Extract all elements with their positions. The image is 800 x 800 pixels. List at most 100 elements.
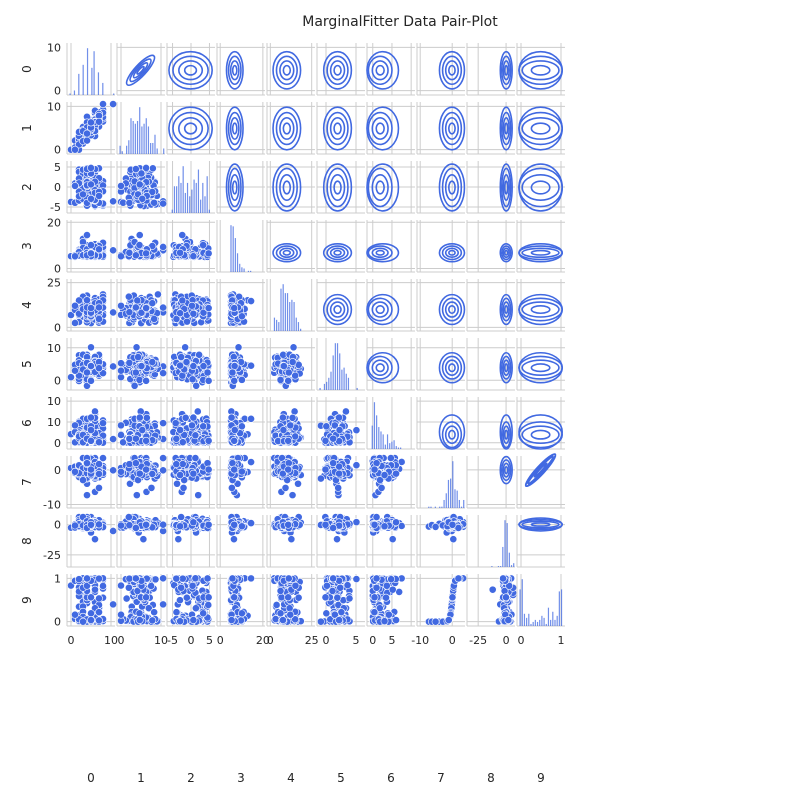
kde-contour	[375, 249, 385, 256]
scatter-point	[134, 353, 143, 361]
kde-contour	[229, 174, 240, 201]
scatter-point	[142, 465, 151, 474]
kde-contour	[500, 167, 512, 208]
scatter-point	[131, 251, 140, 260]
kde-contour	[136, 65, 145, 75]
scatter-point	[67, 373, 75, 382]
kde-contour	[178, 60, 204, 81]
scatter-point	[238, 375, 246, 384]
panel-4-4	[266, 279, 315, 332]
scatter-point	[109, 435, 117, 443]
panel-6-2	[166, 397, 215, 450]
panel-4-6	[366, 279, 415, 332]
kde-contour	[375, 180, 385, 195]
panel-6-1	[116, 397, 167, 450]
kde-contour	[371, 60, 389, 81]
histogram-bar	[391, 441, 393, 449]
histogram-bar	[389, 443, 391, 449]
histogram-bar	[428, 506, 430, 508]
panel-0-9	[516, 43, 565, 96]
panel-0-3	[216, 43, 265, 96]
panel-6-3	[216, 397, 265, 450]
kde-contour	[282, 249, 292, 256]
histogram-bar	[289, 302, 291, 331]
kde-contour	[333, 122, 342, 135]
scatter-point	[159, 419, 167, 428]
scatter-point	[281, 483, 290, 492]
histogram-bar	[276, 319, 278, 331]
kde-contour	[521, 359, 560, 377]
panel-2-4	[266, 161, 315, 214]
panel-3-6	[366, 220, 415, 273]
panel-7-4	[266, 454, 315, 509]
histogram-bar	[347, 377, 350, 390]
panel-2-9	[516, 161, 565, 214]
panel-4-1	[116, 279, 167, 332]
kde-contour	[172, 111, 209, 146]
scatter-point	[159, 199, 167, 208]
kde-contour	[329, 247, 346, 259]
panel-7-7	[416, 456, 465, 509]
histogram-bar	[395, 446, 397, 449]
kde-contour	[448, 122, 456, 135]
scatter-point	[230, 304, 239, 312]
scatter-point	[71, 319, 79, 327]
panel-7-8	[466, 455, 515, 509]
kde-contour	[448, 180, 456, 195]
scatter-point	[204, 249, 213, 258]
scatter-point	[117, 252, 125, 261]
panel-3-4	[266, 220, 315, 273]
scatter-point	[276, 375, 285, 384]
histogram-bar	[97, 72, 100, 95]
histogram-bar	[73, 90, 76, 95]
histogram-bar	[141, 126, 143, 154]
scatter-point	[230, 436, 239, 445]
kde-contour	[229, 117, 240, 140]
scatter-point	[189, 252, 198, 261]
scatter-point	[87, 241, 95, 249]
kde-contour	[333, 249, 342, 256]
histogram-bar	[382, 434, 384, 449]
kde-contour	[499, 106, 513, 151]
histogram-bar	[200, 199, 202, 213]
scatter-point	[322, 422, 331, 431]
histogram-bar	[69, 93, 71, 95]
y-tick-label: 20	[47, 216, 61, 229]
scatter-point	[95, 470, 103, 478]
scatter-point	[181, 343, 190, 352]
scatter-point	[204, 465, 213, 474]
scatter-point	[135, 413, 144, 422]
histogram-bar	[343, 367, 345, 390]
panel-6-6	[366, 397, 415, 450]
scatter-point	[87, 194, 95, 203]
scatter-point	[284, 436, 293, 445]
kde-contour	[371, 247, 389, 259]
histogram-bar	[376, 415, 378, 449]
histogram-bar	[197, 169, 200, 213]
kde-contour	[229, 60, 240, 81]
kde-contour	[329, 117, 346, 140]
histogram-bar	[247, 270, 250, 272]
scatter-point	[124, 292, 133, 301]
scatter-point	[370, 465, 379, 474]
histogram-bar	[186, 182, 189, 213]
panel-3-5	[316, 220, 365, 273]
kde-contour	[375, 305, 385, 315]
histogram-bar	[441, 506, 443, 508]
histogram-bar	[130, 118, 132, 154]
scatter-point	[176, 361, 185, 370]
scatter-point	[173, 479, 181, 488]
scatter-point	[171, 419, 180, 428]
kde-contour	[329, 60, 346, 81]
kde-contour	[333, 305, 342, 315]
scatter-point	[316, 474, 325, 483]
scatter-point	[87, 362, 95, 370]
scatter-point	[87, 465, 95, 474]
panel-0-7	[416, 43, 466, 96]
scatter-point	[176, 471, 185, 479]
histogram-bar	[236, 253, 239, 272]
scatter-point	[188, 301, 196, 310]
kde-contour	[129, 58, 152, 83]
y-tick-label: 0	[54, 263, 61, 276]
kde-contour	[530, 305, 551, 315]
